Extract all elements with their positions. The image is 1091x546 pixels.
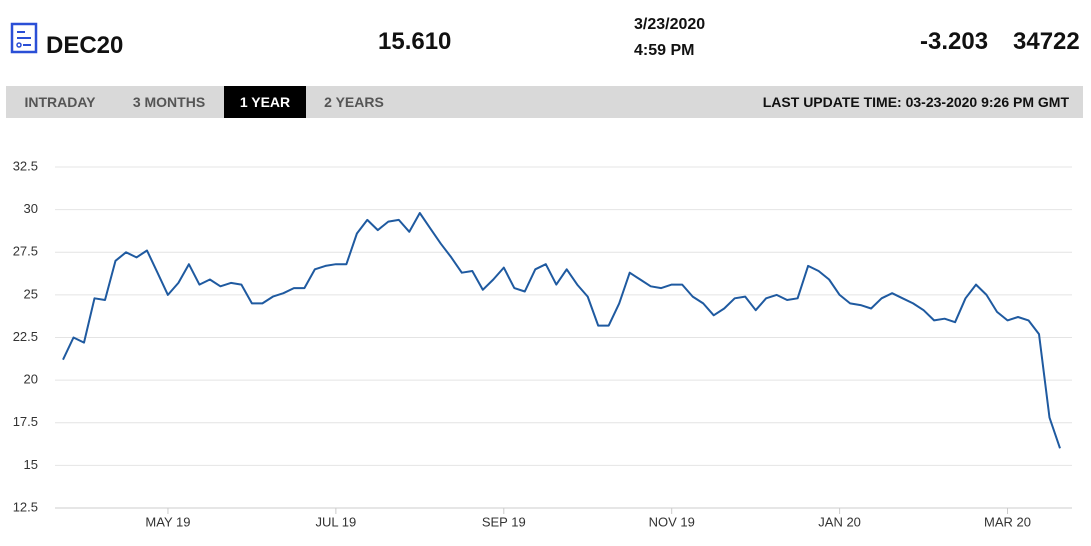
y-tick-label: 22.5 <box>13 329 38 344</box>
volume: 34722 <box>1013 28 1080 55</box>
icon <box>10 22 38 54</box>
time: 4:59 PM <box>634 42 695 59</box>
tab-bar: INTRADAY 3 MONTHS 1 YEAR 2 YEARS LAST UP… <box>6 86 1083 118</box>
y-tick-label: 27.5 <box>13 244 38 259</box>
price-line <box>62 212 1061 449</box>
y-tick-label: 15 <box>24 457 38 472</box>
tab[interactable]: 1 YEAR <box>224 86 306 118</box>
price: 15.610 <box>378 28 452 55</box>
y-tick-label: 25 <box>24 286 38 301</box>
x-tick-label: JAN 20 <box>818 514 861 529</box>
y-tick-label: 12.5 <box>13 499 38 514</box>
tab[interactable]: 2 YEARS <box>324 94 384 110</box>
y-tick-label: 20 <box>24 372 38 387</box>
date: 3/23/2020 <box>634 16 706 33</box>
change: -3.203 <box>920 28 989 55</box>
x-tick-label: JUL 19 <box>316 514 357 529</box>
y-tick-label: 32.5 <box>13 158 38 173</box>
x-tick-label: MAR 20 <box>984 514 1031 529</box>
x-tick-label: SEP 19 <box>482 514 526 529</box>
last-update: LAST UPDATE TIME: 03-23-2020 9:26 PM GMT <box>762 94 1069 110</box>
y-tick-label: 17.5 <box>13 414 38 429</box>
y-tick-label: 30 <box>24 201 38 216</box>
x-tick-label: MAY 19 <box>145 514 190 529</box>
symbol: DEC20 <box>46 32 124 59</box>
tab[interactable]: INTRADAY <box>24 94 96 110</box>
chart: 12.5 15 17.5 20 22.5 25 27.5 30 32.5 MAY 19 JUL 19… <box>13 158 1072 529</box>
x-tick-label: NOV 19 <box>649 514 695 529</box>
tab[interactable]: 3 MONTHS <box>132 94 206 110</box>
